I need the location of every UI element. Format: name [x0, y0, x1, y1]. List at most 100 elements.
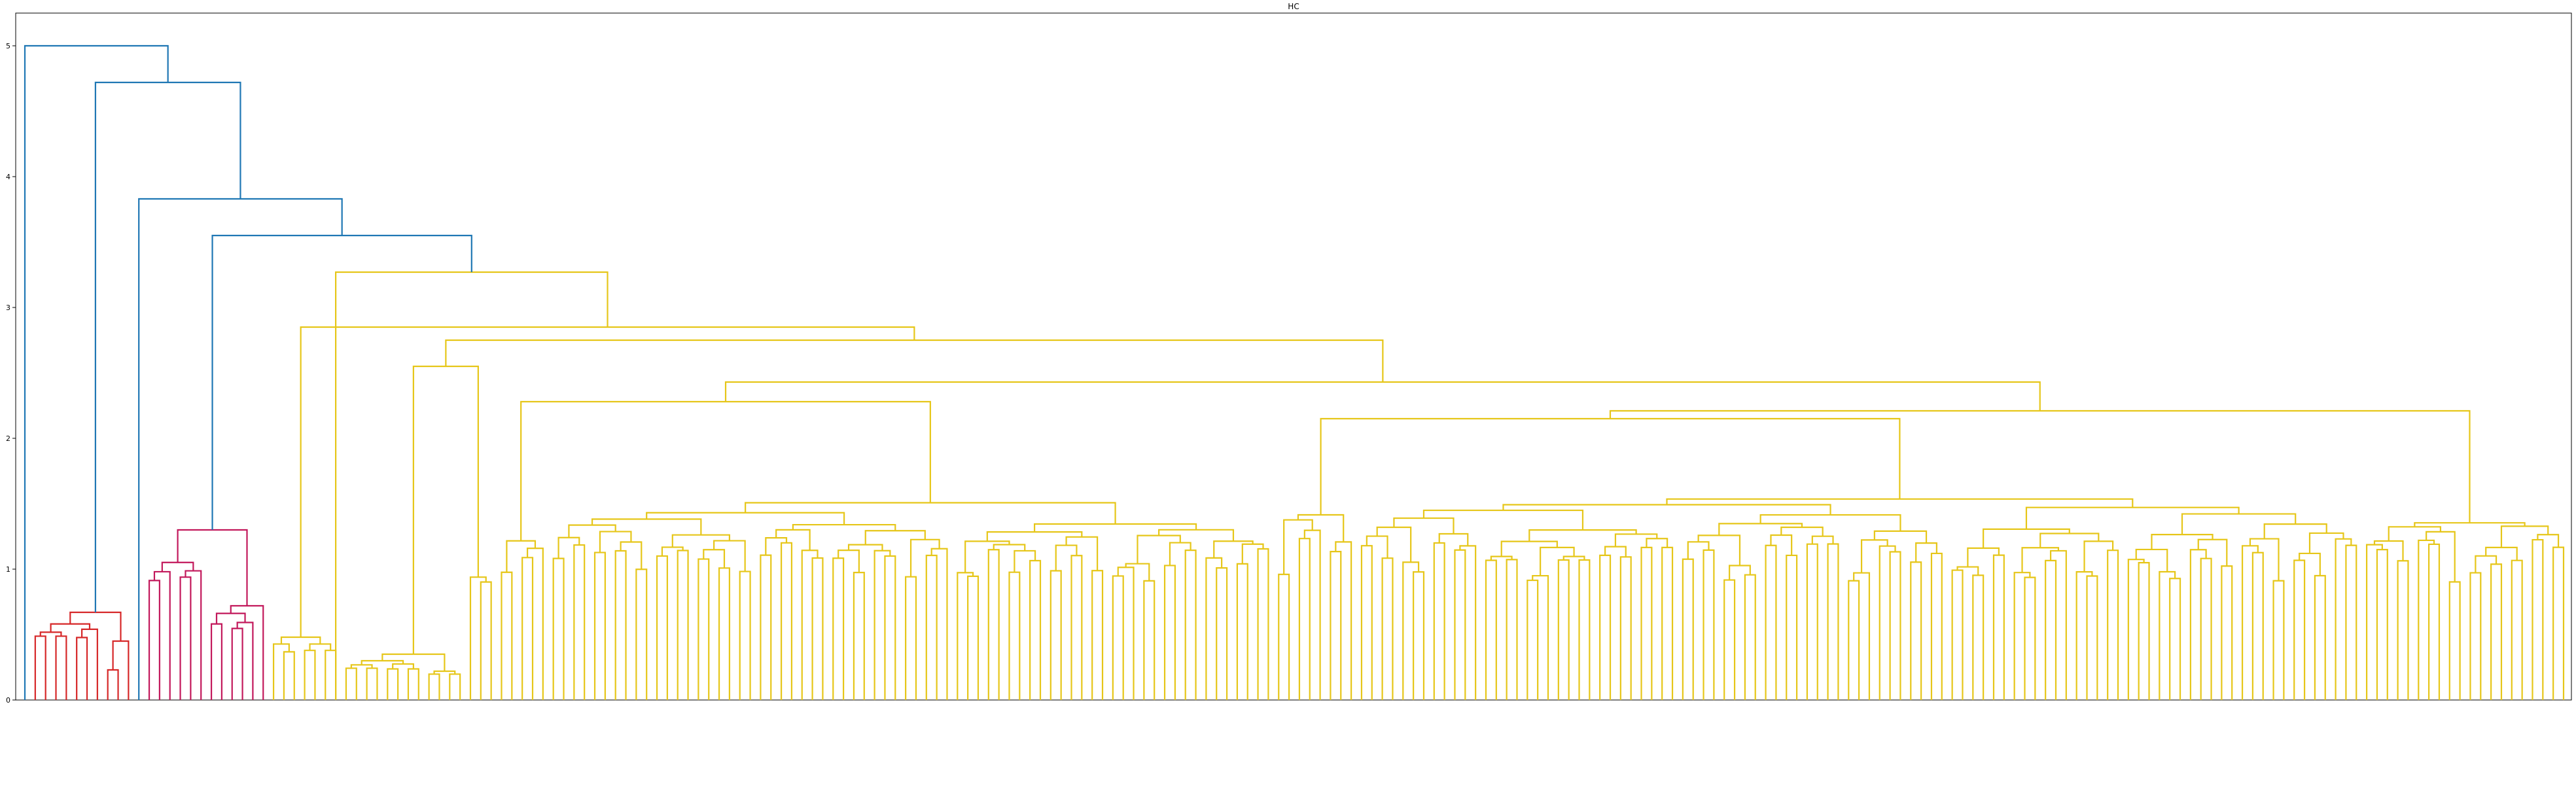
dendrogram-link — [1320, 417, 1901, 516]
dendrogram-link — [1298, 538, 1311, 700]
dendrogram-link — [153, 570, 171, 700]
dendrogram-link — [2021, 547, 2060, 573]
dendrogram-link — [2485, 546, 2518, 561]
dendrogram-link — [1703, 549, 1715, 700]
dendrogram-link — [2397, 560, 2409, 700]
dendrogram-link — [1014, 550, 1036, 572]
dendrogram-link — [1158, 529, 1235, 542]
dendrogram-link — [552, 557, 565, 700]
dendrogram-link — [591, 518, 702, 535]
dendrogram-link — [2083, 540, 2114, 572]
dendrogram-link — [847, 544, 883, 551]
dendrogram-link — [392, 663, 414, 669]
y-tick-label: 3 — [6, 304, 10, 312]
dendrogram-link — [2249, 538, 2280, 581]
dendrogram-link — [2024, 576, 2036, 700]
dendrogram-link — [1860, 539, 1888, 573]
dendrogram-link — [671, 534, 730, 548]
dendrogram-link — [1360, 545, 1373, 700]
dendrogram-link — [635, 568, 648, 700]
dendrogram-link — [161, 561, 194, 572]
dendrogram-link — [1283, 519, 1313, 574]
dendrogram-link — [677, 550, 689, 700]
root-link — [24, 44, 169, 700]
dendrogram-link — [469, 576, 487, 700]
dendrogram-link — [480, 581, 492, 700]
dendrogram-link — [1033, 523, 1197, 533]
dendrogram-link — [283, 651, 295, 700]
dendrogram-link — [1278, 573, 1290, 700]
dendrogram-link — [780, 542, 793, 700]
red-sub-link — [107, 669, 119, 700]
dendrogram-link — [1137, 534, 1181, 564]
dendrogram-link — [1614, 533, 1658, 547]
dendrogram-link — [2426, 531, 2456, 582]
dendrogram-link — [148, 580, 160, 700]
blue-link — [211, 234, 472, 530]
dendrogram-link — [1604, 546, 1627, 557]
dendrogram-link — [1438, 533, 1469, 546]
dendrogram-link — [1413, 571, 1425, 700]
dendrogram-link — [2251, 551, 2264, 700]
dendrogram-link — [2272, 580, 2285, 700]
dendrogram-link — [1562, 555, 1585, 560]
dendrogram-link — [81, 628, 98, 700]
dendrogram-link — [1697, 534, 1741, 566]
dendrogram-link — [765, 537, 788, 555]
dendrogram-link — [853, 571, 865, 700]
dendrogram-link — [387, 668, 399, 700]
dendrogram-link — [521, 557, 534, 700]
dendrogram-link — [1723, 579, 1736, 700]
dendrogram-link — [1951, 569, 1964, 700]
dendrogram-link — [185, 570, 202, 700]
dendrogram-link — [1485, 559, 1497, 700]
dendrogram-link — [2414, 522, 2526, 527]
dendrogram-link — [1381, 557, 1394, 700]
dendrogram-link — [1956, 566, 1979, 576]
dendrogram-link — [1640, 546, 1653, 700]
dendrogram-link — [1050, 570, 1062, 700]
dendrogram-link — [76, 637, 88, 700]
dendrogram-link — [1297, 514, 1345, 542]
dendrogram-link — [1070, 555, 1083, 700]
dendrogram-link — [1236, 563, 1248, 700]
dendrogram-link — [2075, 571, 2093, 700]
dendrogram-link — [2189, 549, 2207, 700]
dendrogram-link — [1666, 498, 2134, 508]
dendrogram-link — [1454, 549, 1466, 700]
dendrogram-link — [987, 549, 1000, 700]
dendrogram-link — [1241, 543, 1264, 564]
dendrogram-link — [449, 673, 461, 700]
dendrogram-link — [1112, 575, 1124, 700]
dendrogram-link — [957, 572, 974, 700]
dendrogram-link — [2532, 538, 2544, 700]
dendrogram-link — [2107, 550, 2119, 700]
dendrogram-link — [1619, 556, 1632, 700]
yellow-cluster-link — [335, 271, 609, 700]
dendrogram-link — [925, 554, 938, 700]
dendrogram-link — [838, 550, 860, 573]
dendrogram-link — [1827, 543, 1839, 700]
dendrogram-link — [2241, 545, 2259, 700]
dendrogram-link — [506, 540, 537, 572]
dendrogram-link — [2049, 550, 2067, 700]
dendrogram-link — [1609, 410, 2471, 523]
dendrogram-link — [1366, 535, 1388, 559]
dendrogram-link — [739, 570, 751, 700]
dendrogram-link — [1889, 551, 1901, 700]
dendrogram-link — [2013, 572, 2031, 700]
y-tick-label: 5 — [6, 42, 10, 50]
y-tick-label: 1 — [6, 565, 10, 574]
dendrogram-link — [1335, 541, 1352, 700]
dendrogram-link — [2263, 523, 2327, 539]
dendrogram-link — [2299, 552, 2321, 576]
dendrogram-links — [24, 44, 2565, 700]
dendrogram-link — [1376, 526, 1412, 563]
magenta-sub-link — [230, 604, 264, 700]
dendrogram-link — [1184, 550, 1197, 700]
chart-title: HC — [1288, 2, 1299, 11]
plot-frame — [15, 12, 2572, 701]
dendrogram-link — [304, 650, 316, 700]
dendrogram-link — [2552, 546, 2565, 700]
dendrogram-link — [1422, 509, 1584, 531]
